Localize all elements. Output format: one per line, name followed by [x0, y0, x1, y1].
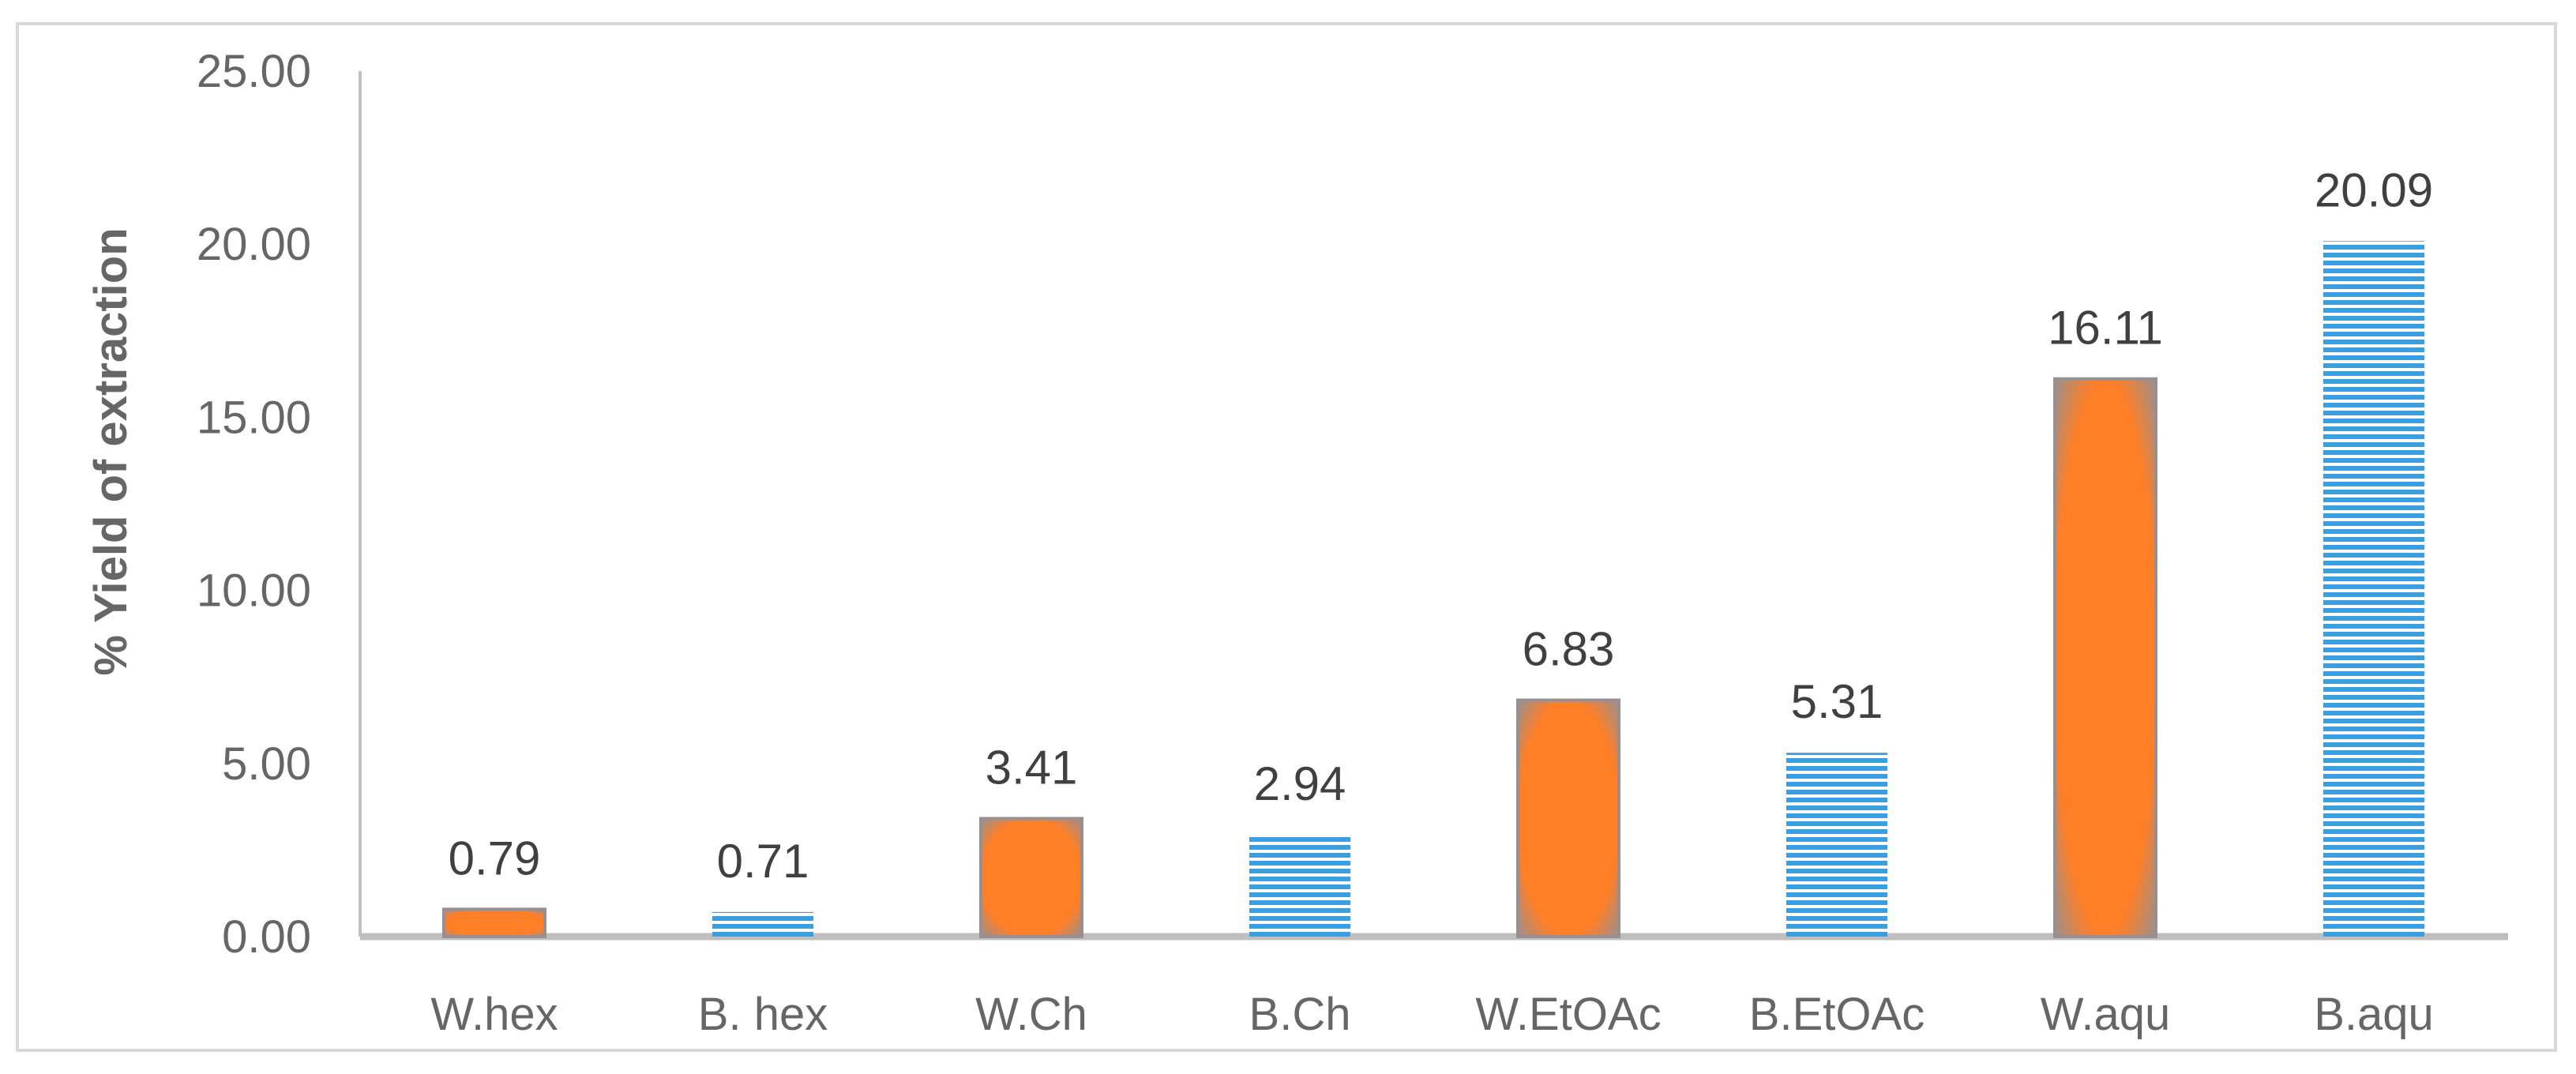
bar	[442, 907, 546, 939]
bar	[712, 911, 813, 937]
x-axis-categories: W.hex B. hex W.Ch B.Ch W.EtOAc B.EtOAc W.aqu B.…	[430, 989, 2433, 1040]
bar	[2053, 377, 2157, 938]
x-tick-label: W.aqu	[2041, 989, 2170, 1040]
y-tick-label: 5.00	[222, 738, 311, 790]
x-tick-label: W.EtOAc	[1475, 989, 1661, 1040]
bar	[1249, 835, 1350, 937]
y-axis: 0.00 5.00 10.00 15.00 20.00 25.00	[197, 46, 2508, 963]
data-label: 0.79	[449, 832, 541, 884]
y-tick-label: 10.00	[197, 565, 311, 617]
data-label: 20.09	[2315, 163, 2433, 216]
data-labels: 0.79 0.71 3.41 2.94 6.83 5.31 16.11 20.09	[449, 163, 2433, 888]
y-tick-label: 0.00	[222, 911, 311, 963]
y-axis-label: % Yield of extraction	[85, 227, 137, 675]
bar	[1516, 698, 1620, 938]
x-tick-label: B.aqu	[2314, 989, 2434, 1040]
bar	[2323, 241, 2424, 937]
data-label: 5.31	[1791, 675, 1883, 728]
data-label: 6.83	[1523, 623, 1615, 676]
y-tick-label: 25.00	[197, 46, 311, 97]
x-tick-label: W.hex	[430, 989, 558, 1040]
data-label: 3.41	[986, 742, 1078, 794]
data-label: 2.94	[1254, 757, 1346, 810]
y-tick-label: 20.00	[197, 219, 311, 270]
x-tick-label: B.EtOAc	[1749, 989, 1924, 1040]
x-tick-label: B.Ch	[1249, 989, 1351, 1040]
bar	[1786, 753, 1887, 937]
data-label: 16.11	[2048, 302, 2163, 355]
x-tick-label: B. hex	[698, 989, 828, 1040]
bars	[442, 241, 2424, 939]
y-tick-label: 15.00	[197, 392, 311, 443]
data-label: 0.71	[717, 835, 809, 888]
bar	[979, 817, 1083, 939]
x-tick-label: W.Ch	[975, 989, 1087, 1040]
